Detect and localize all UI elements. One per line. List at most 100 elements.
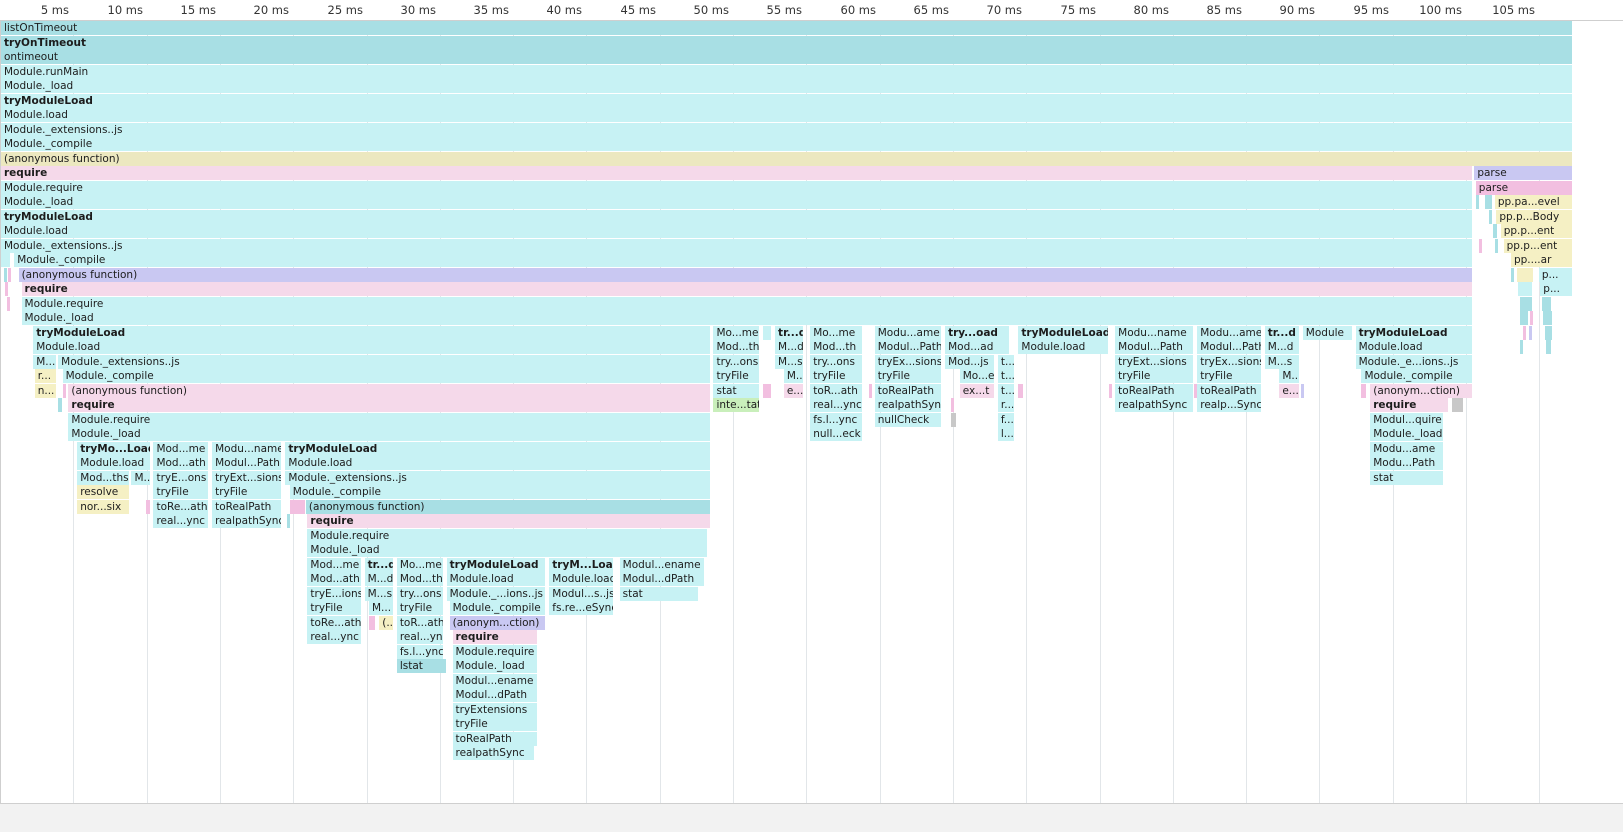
flame-frame[interactable]: tryModuleLoad: [1355, 325, 1472, 340]
flame-frame[interactable]: M...: [783, 369, 804, 383]
flame-frame[interactable]: Modul...Path: [212, 456, 282, 470]
flame-frame[interactable]: Module._extensions..js: [1, 122, 1572, 137]
flame-frame[interactable]: tryModuleLoad: [1, 209, 1472, 224]
flame-frame[interactable]: Module._...ions..js: [446, 586, 546, 601]
flame-frame[interactable]: [289, 499, 305, 514]
flame-frame[interactable]: listOnTimeout: [1, 21, 1572, 35]
flame-frame[interactable]: Module.load: [77, 456, 150, 470]
flame-frames-area[interactable]: listOnTimeout tryOnTimeout ontimeout Module…: [0, 21, 1623, 803]
flame-frame[interactable]: Module.load: [1018, 340, 1109, 354]
flame-frame[interactable]: Module.runMain: [1, 64, 1572, 79]
flame-frame[interactable]: Mod...th: [396, 572, 443, 586]
flame-frame[interactable]: stat: [1370, 470, 1443, 485]
flame-frame[interactable]: [1018, 383, 1024, 398]
flame-frame[interactable]: Module.require: [1, 180, 1472, 195]
flame-frame[interactable]: [8, 267, 12, 282]
flame-frame[interactable]: realp...Sync: [1197, 398, 1261, 412]
flame-frame[interactable]: resolve: [77, 485, 129, 499]
flame-frame[interactable]: M...: [1279, 369, 1299, 383]
flame-frame[interactable]: toR...ath: [396, 615, 443, 630]
flame-frame[interactable]: tryFile: [874, 369, 942, 383]
flame-frame[interactable]: M...d: [364, 572, 393, 586]
flame-frame[interactable]: null...eck: [810, 427, 862, 441]
flame-frame[interactable]: nor...six: [77, 499, 129, 514]
flame-frame[interactable]: Module._load: [21, 311, 1472, 325]
flame-frame[interactable]: tryFile: [810, 369, 862, 383]
flame-frame[interactable]: Module.load: [1355, 340, 1472, 354]
flame-frame[interactable]: [1516, 267, 1534, 282]
flame-frame[interactable]: stat: [713, 383, 760, 398]
flame-frame[interactable]: Modul...dPath: [452, 688, 537, 702]
flame-frame[interactable]: n...: [34, 383, 56, 398]
flame-frame[interactable]: pp.pa...evel: [1494, 195, 1572, 209]
flame-frame[interactable]: Module._compile: [1361, 369, 1472, 383]
flame-frame[interactable]: e...: [783, 383, 804, 398]
flame-frame[interactable]: toRealPath: [874, 383, 942, 398]
flame-frame[interactable]: Module._compile: [1, 137, 1572, 151]
flame-frame[interactable]: [1488, 209, 1493, 224]
flame-frame[interactable]: Mod...th: [810, 340, 862, 354]
flame-frame[interactable]: [146, 499, 150, 514]
flame-frame[interactable]: [1546, 340, 1552, 354]
flame-frame[interactable]: Module.load: [446, 572, 546, 586]
flame-frame[interactable]: [3, 267, 7, 282]
flame-frame[interactable]: [950, 412, 956, 427]
flame-frame[interactable]: Mod...ath: [153, 456, 209, 470]
flame-frame[interactable]: M...d: [1264, 340, 1299, 354]
flame-frame[interactable]: Modul...ename: [619, 557, 704, 572]
flame-frame[interactable]: tryFile: [153, 485, 209, 499]
flame-frame[interactable]: Module._e...ions..js: [1355, 354, 1472, 369]
flame-frame[interactable]: realpathSync: [452, 746, 534, 760]
flame-frame[interactable]: [1493, 224, 1497, 238]
flame-frame[interactable]: (anonym...ction): [449, 615, 546, 630]
flame-frame[interactable]: try...ons: [396, 586, 443, 601]
flame-frame[interactable]: [1528, 325, 1532, 340]
flame-frame[interactable]: M...s: [1264, 354, 1299, 369]
flame-frame[interactable]: f...: [997, 412, 1015, 427]
flame-frame[interactable]: Mod...th: [713, 340, 760, 354]
flame-frame[interactable]: require: [21, 282, 1472, 296]
flame-frame[interactable]: Module._extensions..js: [58, 354, 710, 369]
flame-frame[interactable]: (...: [379, 615, 393, 630]
flame-frame[interactable]: [1475, 195, 1480, 209]
flame-frame[interactable]: M...: [33, 354, 56, 369]
flame-frame[interactable]: tr...d: [364, 557, 393, 572]
flame-frame[interactable]: tryFile: [1115, 369, 1194, 383]
flame-frame[interactable]: realpathSync: [212, 514, 282, 528]
flame-frame[interactable]: toRealPath: [212, 499, 282, 514]
flame-frame[interactable]: realpathSync: [1115, 398, 1194, 412]
flame-frame[interactable]: pp.p...ent: [1503, 238, 1572, 253]
flame-frame[interactable]: Mod...ath: [307, 572, 361, 586]
flame-frame[interactable]: Module._extensions..js: [285, 470, 710, 485]
flame-frame[interactable]: Module._compile: [62, 369, 710, 383]
flame-frame[interactable]: Module: [1302, 325, 1352, 340]
flame-frame[interactable]: tryM...Load: [549, 557, 613, 572]
flame-frame[interactable]: tryE...ions: [307, 586, 361, 601]
flame-frame[interactable]: tryMo...Load: [77, 441, 150, 456]
flame-frame[interactable]: fs.l...ync: [810, 412, 862, 427]
flame-frame[interactable]: [1109, 383, 1113, 398]
flame-frame[interactable]: tryEx...sions: [874, 354, 942, 369]
flame-frame[interactable]: tryEx...sions: [1197, 354, 1261, 369]
flame-frame[interactable]: nullCheck: [874, 412, 942, 427]
flame-frame[interactable]: Modu...Path: [1370, 456, 1443, 470]
flame-frame[interactable]: t...: [997, 369, 1015, 383]
flame-frame[interactable]: [1522, 325, 1526, 340]
flame-frame[interactable]: Module._compile: [14, 253, 1472, 267]
flame-frame[interactable]: Mod...me: [153, 441, 209, 456]
flame-frame[interactable]: [1519, 340, 1524, 354]
flame-frame[interactable]: [368, 615, 376, 630]
flame-frame[interactable]: Module._load: [307, 543, 707, 557]
flame-frame[interactable]: Mod...ad: [945, 340, 1009, 354]
flame-frame[interactable]: tryFile: [307, 601, 361, 615]
flame-frame[interactable]: [1494, 238, 1499, 253]
flame-frame[interactable]: (anonymous function): [68, 383, 710, 398]
flame-frame[interactable]: Module.require: [21, 296, 1472, 311]
flame-frame[interactable]: Module._load: [1370, 427, 1443, 441]
flame-frame[interactable]: Module.load: [549, 572, 613, 586]
flame-frame[interactable]: Module._compile: [289, 485, 710, 499]
flame-frame[interactable]: [62, 383, 66, 398]
flame-frame[interactable]: [1478, 238, 1482, 253]
flame-frame[interactable]: Modu...ame: [1370, 441, 1443, 456]
flame-frame[interactable]: toRe...ath: [153, 499, 209, 514]
